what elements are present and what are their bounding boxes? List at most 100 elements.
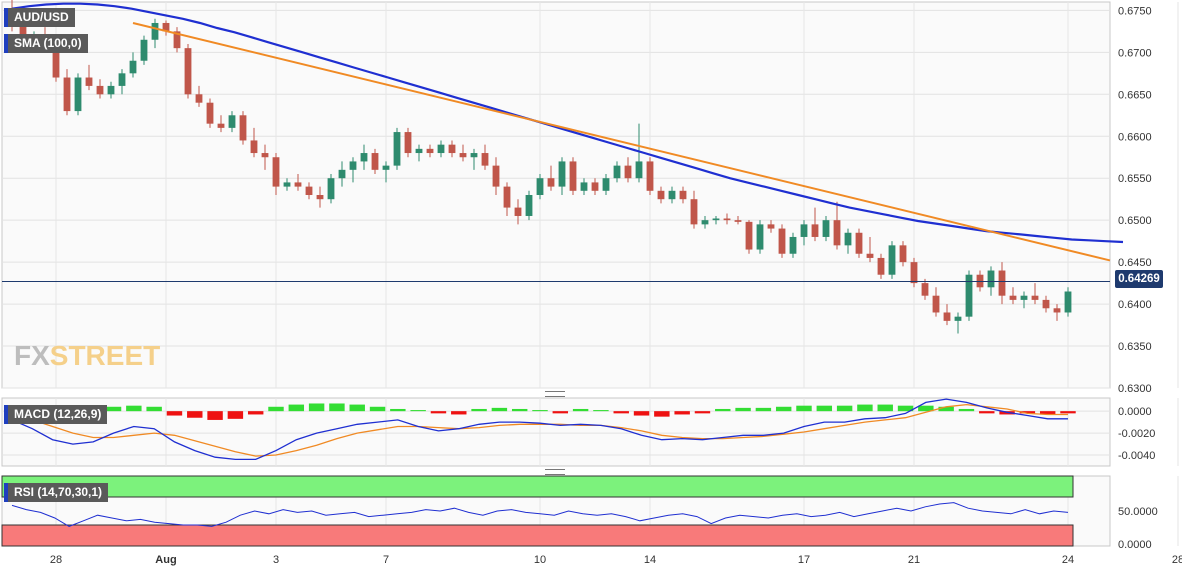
macd-histogram-bar <box>674 411 690 415</box>
candle-body <box>646 161 654 191</box>
candle-body <box>998 270 1006 296</box>
price-panel-frame <box>1 1 1111 389</box>
macd-histogram-bar <box>877 404 893 412</box>
candle-body <box>228 115 236 128</box>
candle-body <box>448 144 456 154</box>
x-axis-tick: 17 <box>798 554 810 566</box>
candle-body <box>712 218 720 221</box>
price-axis-tick: 0.6600 <box>1118 131 1152 143</box>
price-axis-tick: 0.6450 <box>1118 257 1152 269</box>
candle-body <box>426 148 434 154</box>
candle-body <box>569 161 577 191</box>
price-axis-tick: 0.6550 <box>1118 173 1152 185</box>
candle-body <box>294 182 302 187</box>
macd-histogram-bar <box>633 411 650 416</box>
x-axis-tick: Aug <box>155 554 176 566</box>
candle-body <box>305 186 313 195</box>
macd-histogram-bar <box>430 411 447 414</box>
price-axis-tick: 0.6500 <box>1118 215 1152 227</box>
candle-body <box>217 123 225 128</box>
x-axis-tick: 14 <box>644 554 656 566</box>
macd-histogram-bar <box>126 405 142 412</box>
candle-body <box>613 165 621 179</box>
macd-histogram-bar <box>390 408 406 412</box>
candle-body <box>129 60 137 74</box>
candle-body <box>822 220 830 237</box>
macd-histogram-bar <box>735 407 751 412</box>
candle-body <box>954 316 962 321</box>
price-axis-tick: 0.6650 <box>1118 89 1152 101</box>
sma-label: SMA (100,0) <box>4 34 88 53</box>
candle-body <box>481 153 489 166</box>
candle-body <box>250 140 258 154</box>
candle-body <box>866 253 874 258</box>
macd-histogram-bar <box>207 411 223 420</box>
rsi-axis-tick: 50.0000 <box>1118 506 1158 518</box>
macd-histogram-bar <box>329 403 345 412</box>
candle-body <box>52 43 60 78</box>
candle-body <box>140 39 148 61</box>
candle-body <box>206 102 214 124</box>
candle-body <box>921 283 929 296</box>
macd-histogram-bar <box>552 411 569 414</box>
candle-body <box>767 224 775 229</box>
symbol-label: AUD/USD <box>4 8 75 27</box>
candle-body <box>525 195 533 216</box>
candle-body <box>63 77 71 112</box>
candle-body <box>184 48 192 95</box>
macd-histogram-bar <box>308 403 325 412</box>
candle-body <box>173 31 181 49</box>
price-axis-tick: 0.6300 <box>1118 383 1152 395</box>
candle-body <box>723 218 731 221</box>
candle-body <box>283 182 291 187</box>
macd-axis-tick: -0.0040 <box>1118 450 1155 462</box>
candle-body <box>261 153 269 158</box>
macd-histogram-bar <box>918 405 934 412</box>
candle-body <box>415 148 423 154</box>
candle-body <box>492 165 500 187</box>
candle-body <box>19 18 27 49</box>
candle-body <box>1031 295 1039 300</box>
macd-histogram-bar <box>451 411 467 415</box>
candle-body <box>118 73 126 86</box>
macd-histogram-bar <box>105 406 122 412</box>
candle-body <box>151 22 159 40</box>
candle-body <box>932 295 940 313</box>
watermark-street: STREET <box>49 340 161 371</box>
descending-trendline <box>132 22 1111 262</box>
macd-histogram-bar <box>532 410 548 412</box>
x-axis-tick: 3 <box>273 554 279 566</box>
candle-body <box>943 312 951 321</box>
macd-histogram-bar <box>349 404 365 412</box>
macd-histogram-bar <box>491 407 508 412</box>
candle-body <box>514 207 522 216</box>
macd-histogram-bar <box>836 405 853 412</box>
sma-line <box>11 2 1124 244</box>
macd-histogram-bar <box>247 411 264 415</box>
candle-body <box>547 178 555 187</box>
price-axis-tick: 0.6750 <box>1118 5 1152 17</box>
candle-body <box>635 161 643 179</box>
price-axis-tick: 0.6400 <box>1118 299 1152 311</box>
candle-body <box>701 220 709 225</box>
candle-body <box>602 178 610 191</box>
candle-body <box>74 77 82 112</box>
rsi-resize-handle[interactable] <box>545 469 565 475</box>
macd-histogram-bar <box>1060 411 1076 414</box>
candle-body <box>976 274 984 288</box>
price-axis-tick: 0.6350 <box>1118 341 1152 353</box>
candle-body <box>1009 295 1017 300</box>
candle-body <box>558 161 566 187</box>
x-axis-tick: 10 <box>534 554 546 566</box>
rsi-label: RSI (14,70,30,1) <box>4 483 109 502</box>
watermark-fx: FX <box>14 340 50 371</box>
candle-body <box>162 22 170 32</box>
macd-histogram-bar <box>471 408 487 412</box>
macd-histogram-bar <box>775 406 792 412</box>
macd-label: MACD (12,26,9) <box>4 405 108 424</box>
candle-body <box>272 157 280 187</box>
macd-resize-handle[interactable] <box>545 391 565 397</box>
x-axis-tick: 28 <box>50 554 62 566</box>
macd-histogram-bar <box>410 410 426 412</box>
macd-line <box>11 398 1068 461</box>
